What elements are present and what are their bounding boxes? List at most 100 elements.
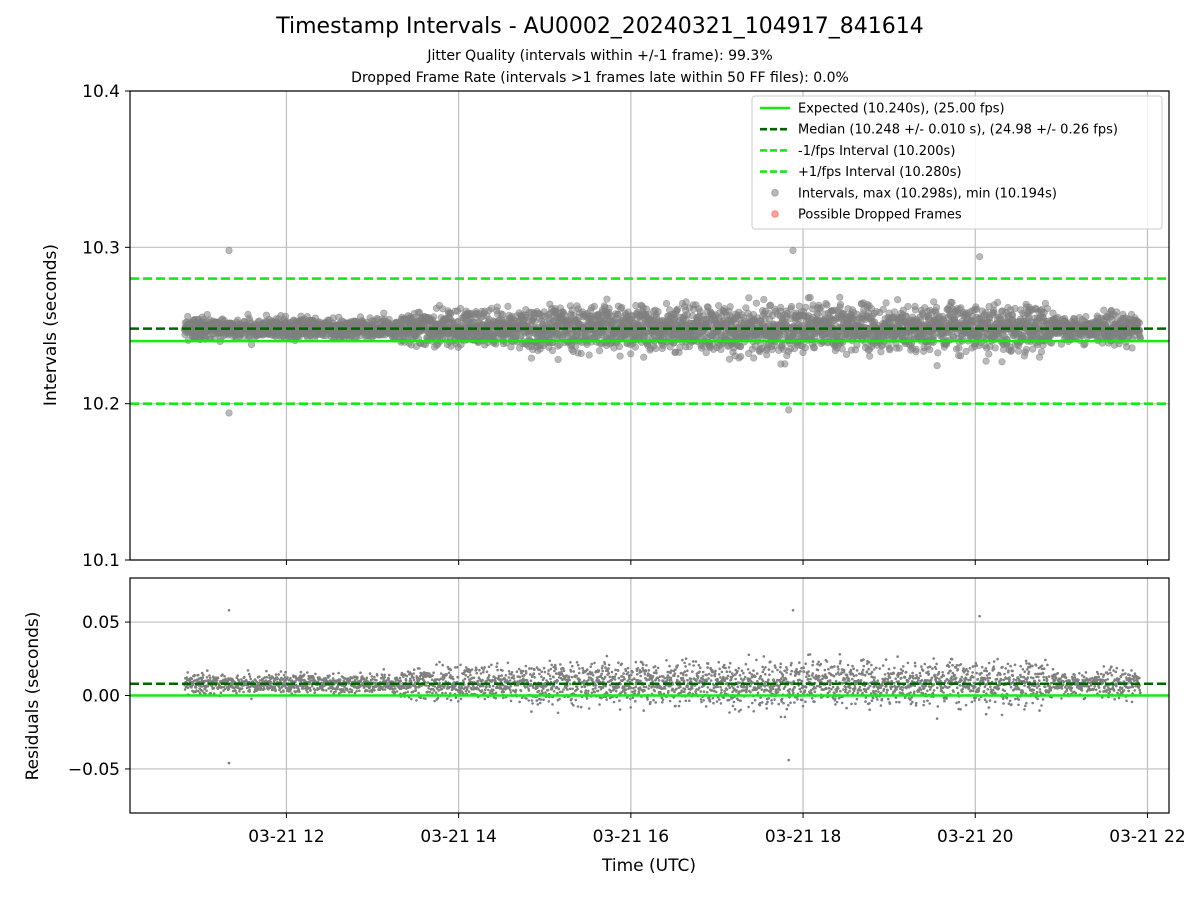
residual-point [197, 673, 200, 677]
residual-point [431, 674, 434, 677]
legend-marker-intervals [771, 189, 779, 197]
residual-point [350, 689, 354, 692]
residual-point [324, 689, 328, 692]
residual-point [314, 672, 317, 676]
interval-point [912, 345, 920, 354]
residual-point [373, 689, 376, 692]
residual-point [332, 672, 335, 675]
interval-point [886, 346, 894, 354]
residual-point [402, 675, 405, 679]
residual-point [282, 690, 285, 693]
legend-label-median-line: Median (10.248 +/- 0.010 s), (24.98 +/- … [798, 123, 1118, 138]
residual-point [404, 679, 408, 682]
residual-point [284, 670, 287, 674]
residual-point [286, 676, 289, 679]
residual-point [412, 668, 416, 671]
residual-point [194, 686, 198, 689]
residual-point [306, 671, 309, 674]
residual-point [368, 685, 372, 689]
residual-point [387, 677, 391, 680]
residual-point [432, 689, 436, 692]
residual-point [334, 690, 338, 693]
interval-point [554, 355, 562, 364]
residual-point [404, 691, 407, 695]
residual-point [368, 672, 372, 675]
residual-point [355, 690, 358, 693]
interval-point [787, 302, 796, 311]
residual-point [412, 676, 415, 679]
residual-point [371, 678, 374, 681]
residual-point [249, 677, 252, 681]
interval-point [652, 344, 660, 353]
residual-point [341, 688, 345, 691]
residual-point [370, 675, 374, 678]
residual-point [387, 673, 391, 677]
residual-point [343, 685, 346, 689]
residual-point [190, 677, 194, 680]
residual-point [383, 676, 387, 679]
residual-point [370, 690, 374, 693]
interval-point [836, 301, 845, 309]
intervals-y-tick-label: 10.4 [82, 82, 120, 102]
residual-point [412, 678, 416, 682]
residual-point [208, 674, 211, 677]
residual-point [212, 686, 216, 690]
residual-point [365, 689, 369, 692]
interval-point [895, 344, 903, 352]
residual-point [224, 677, 227, 681]
interval-point [879, 305, 887, 313]
residual-point [200, 685, 204, 688]
residual-point [359, 671, 362, 674]
residual-point [273, 678, 277, 682]
residual-point [310, 684, 314, 688]
residual-point [348, 690, 351, 694]
residual-point [373, 675, 376, 679]
residual-point [322, 688, 325, 692]
jitter-quality-subtitle: Jitter Quality (intervals within +/-1 fr… [427, 48, 773, 64]
interval-point [911, 306, 919, 314]
interval-point [948, 298, 956, 307]
interval-point [493, 303, 501, 311]
residual-point [246, 669, 250, 672]
residual-point [433, 685, 437, 688]
residual-point [434, 691, 438, 694]
residual-point [289, 676, 292, 680]
residual-point [276, 677, 280, 680]
residual-point [183, 688, 187, 691]
interval-point [781, 360, 789, 368]
residual-point [274, 689, 278, 692]
interval-point [933, 362, 941, 370]
interval-point [603, 295, 611, 303]
residual-point [258, 675, 261, 678]
interval-point [956, 352, 965, 360]
residual-point [209, 676, 212, 680]
interval-point [1100, 306, 1108, 314]
interval-point [385, 315, 393, 324]
intervals-y-axis-label: Intervals (seconds) [41, 244, 61, 406]
interval-point [548, 347, 557, 355]
residual-point [227, 687, 231, 691]
interval-point [1043, 305, 1051, 313]
interval-point [982, 357, 990, 365]
residual-point [267, 673, 271, 677]
residual-point [386, 682, 389, 685]
residual-point [236, 674, 239, 677]
interval-point [934, 349, 942, 357]
interval-point [838, 345, 846, 353]
legend-label-minus-1fps-line: -1/fps Interval (10.200s) [798, 144, 955, 159]
interval-point [789, 246, 797, 255]
residual-point [343, 690, 346, 693]
residual-point [263, 687, 266, 691]
interval-point [615, 343, 624, 351]
residual-point [236, 684, 240, 688]
residual-point [220, 685, 224, 689]
interval-point [991, 344, 999, 352]
interval-point [616, 352, 624, 360]
residual-point [428, 690, 432, 694]
residual-point [192, 682, 195, 685]
dropped-frame-subtitle: Dropped Frame Rate (intervals >1 frames … [351, 70, 849, 86]
residual-point [215, 679, 219, 682]
residual-point [431, 691, 434, 695]
residual-point [380, 673, 384, 676]
residual-point [395, 690, 399, 693]
